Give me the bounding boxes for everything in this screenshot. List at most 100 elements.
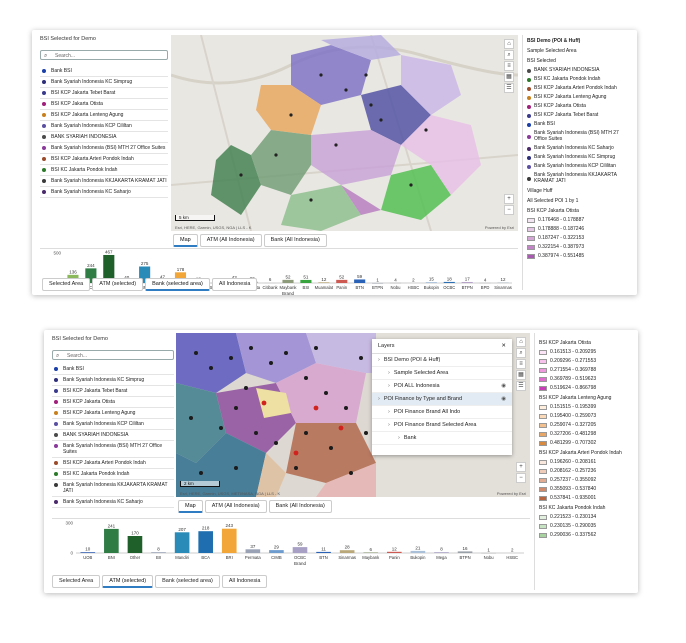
tab[interactable]: Bank (selected area) [145,278,210,291]
bar[interactable] [151,552,166,553]
bar[interactable] [339,550,355,553]
map-view[interactable]: ⌂ ⌕ ≡ ▦ ☰ + − 5 km Esri, HERE, Garmin, U… [171,35,518,231]
bar[interactable] [318,282,330,283]
bar[interactable] [387,551,402,553]
tab[interactable]: Map [173,234,198,247]
layer-row[interactable]: › POI Finance Brand All Indo [372,406,512,419]
bar[interactable] [443,281,455,283]
bar[interactable] [316,551,331,553]
list-item[interactable]: Bank Syariah Indonesia KCP Cililtan [52,419,174,430]
list-item[interactable]: BSI KCP Jakarta Otista [40,99,168,110]
bar[interactable] [221,528,237,553]
tab[interactable]: Selected Area [52,575,101,588]
bar[interactable] [245,549,261,553]
bar[interactable] [389,282,402,284]
list-item[interactable]: Bank Syariah Indonesia KCP Cililtan [40,121,168,132]
map-view[interactable]: Layers ✕ › BSI Demo (POI & Huff) › Sample S… [176,333,530,497]
list-item[interactable]: BSI KCP Jakarta Tebet Barat [40,88,168,99]
bar[interactable] [80,552,96,553]
legend-icon[interactable]: ☰ [504,83,514,93]
home-icon[interactable]: ⌂ [504,39,514,49]
bar[interactable] [198,531,213,553]
tab[interactable]: Bank (All Indonesia) [268,500,332,513]
bar[interactable] [85,268,97,283]
search-input[interactable]: ⌕ Search... [52,350,174,360]
layer-row[interactable]: › POI Finance by Type and Brand ◉ [372,393,512,406]
visibility-icon[interactable]: ◉ [501,383,506,389]
list-item[interactable]: BSI KCP Jakarta Otista [52,397,174,408]
visibility-icon[interactable]: ◉ [501,396,506,402]
bar[interactable] [481,552,496,554]
bar[interactable] [504,552,520,554]
zoom-in-button[interactable]: + [504,194,514,204]
bar[interactable] [407,282,419,284]
list-item[interactable]: BANK SYARIAH INDONESIA [40,132,168,143]
tab[interactable]: Map [178,500,203,513]
tab[interactable]: ATM (All Indonesia) [199,234,262,247]
list-item[interactable]: Bank BSI [52,364,174,375]
bar[interactable] [425,282,437,283]
tab[interactable]: Bank (All Indonesia) [263,234,327,247]
search-icon[interactable]: ⌕ [504,50,514,60]
search-input[interactable]: ⌕ Search... [40,50,168,60]
bar[interactable] [139,266,151,284]
tab[interactable]: ATM (selected) [102,575,154,588]
list-item[interactable]: BSI KCP Jakarta Lenteng Agung [40,110,168,121]
layers-icon[interactable]: ≡ [504,61,514,71]
chevron-icon[interactable]: › [388,422,390,428]
list-item[interactable]: Bank Syariah Indonesia KC Saharjo [52,497,174,508]
home-icon[interactable]: ⌂ [516,337,526,347]
list-item[interactable]: Bank Syariah Indonesia KKJAKARTA KRAMAT … [40,176,168,187]
zoom-in-button[interactable]: + [516,462,526,472]
list-item[interactable]: BSI KC Jakarta Pondok Indah [40,165,168,176]
bar[interactable] [269,550,284,553]
chevron-icon[interactable]: › [388,409,390,415]
list-item[interactable]: BSI KCP Jakarta Tebet Barat [52,386,174,397]
list-item[interactable]: Bank BSI [40,66,168,77]
basemap-icon[interactable]: ▦ [516,370,526,380]
legend-icon[interactable]: ☰ [516,381,526,391]
bar[interactable] [103,254,115,283]
bar[interactable] [363,552,379,553]
bar[interactable] [300,279,312,283]
bar[interactable] [479,282,491,284]
chevron-icon[interactable]: › [388,383,390,389]
bar[interactable] [497,282,509,283]
tab[interactable]: All Indonesia [211,278,258,291]
tab[interactable]: All Indonesia [221,575,268,588]
layer-row[interactable]: › Bank [372,432,512,445]
list-item[interactable]: Bank Syariah Indonesia KC Simprug [40,77,168,88]
bar[interactable] [292,547,308,553]
list-item[interactable]: Bank Syariah Indonesia KKJAKARTA KRAMAT … [52,480,174,497]
bar[interactable] [336,279,348,283]
tab[interactable]: ATM (selected) [92,278,144,291]
list-item[interactable]: Bank Syariah Indonesia KC Simprug [52,375,174,386]
chevron-icon[interactable]: › [398,435,400,441]
list-item[interactable]: BSI KCP Jakarta Arteri Pondok Indah [40,154,168,165]
tab[interactable]: Bank (selected area) [155,575,220,588]
list-item[interactable]: BSI KC Jakarta Pondok Indah [52,469,174,480]
list-item[interactable]: Bank Syariah Indonesia KC Saharjo [40,187,168,198]
bar[interactable] [457,551,473,553]
layer-row[interactable]: › Sample Selected Area [372,367,512,380]
bar[interactable] [104,528,119,553]
zoom-out-button[interactable]: − [504,205,514,215]
list-item[interactable]: BSI KCP Jakarta Lenteng Agung [52,408,174,419]
bar[interactable] [174,272,187,283]
bar[interactable] [434,552,449,553]
tab[interactable]: ATM (All Indonesia) [204,500,267,513]
bar[interactable] [127,536,143,553]
search-icon[interactable]: ⌕ [516,348,526,358]
chevron-icon[interactable]: › [378,357,380,363]
chevron-icon[interactable]: › [388,370,390,376]
list-item[interactable]: Bank Syariah Indonesia (BSI) MTH 27 Offi… [52,441,174,458]
layer-row[interactable]: › POI ALL Indonesia ◉ [372,380,512,393]
bar[interactable] [461,281,473,283]
bar[interactable] [174,532,190,553]
bar[interactable] [264,282,276,284]
zoom-out-button[interactable]: − [516,473,526,483]
list-item[interactable]: BANK SYARIAH INDONESIA [52,430,174,441]
tab[interactable]: Selected Area [42,278,91,291]
chevron-icon[interactable]: › [378,396,380,402]
close-icon[interactable]: ✕ [501,343,506,349]
